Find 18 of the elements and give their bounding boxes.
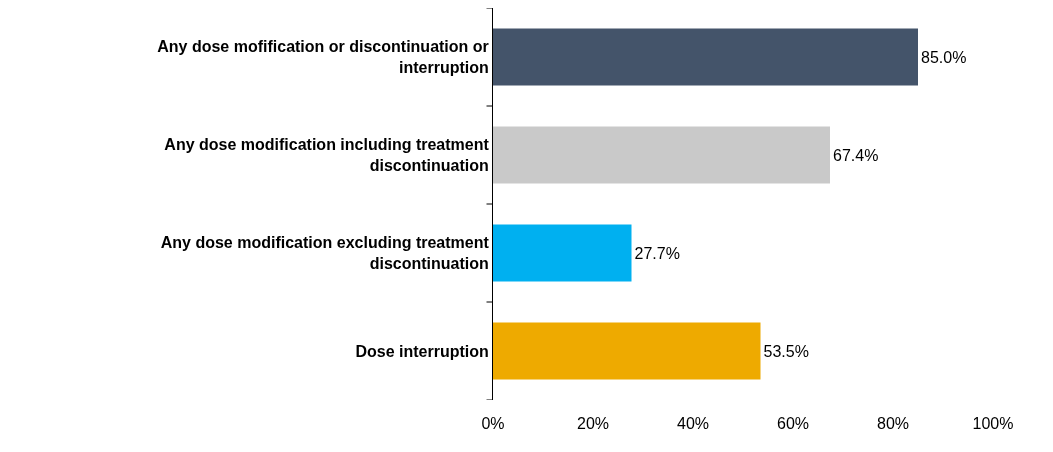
y-tick-label: Any dose mofification or discontinuation or interruption: [157, 38, 489, 76]
data-label: 53.5%: [763, 342, 809, 360]
x-tick-label: 40%: [676, 415, 710, 432]
x-tick-label: 0%: [481, 415, 505, 432]
y-tick-label: Any dose modification excluding treatment discontinuation: [160, 234, 490, 272]
y-tick-label: Dose interruption: [355, 342, 489, 360]
data-label: 27.7%: [634, 244, 680, 262]
y-tick-label: Any dose modification including treatment discontinuation: [164, 136, 490, 174]
x-tick-label: 60%: [776, 415, 810, 432]
x-tick-label: 100%: [972, 415, 1014, 432]
bar: [493, 224, 632, 282]
data-label: 85.0%: [921, 48, 967, 66]
bar: [493, 126, 830, 184]
data-label: 67.4%: [833, 146, 879, 164]
x-tick-label: 20%: [576, 415, 610, 432]
x-tick-label: 80%: [876, 415, 910, 432]
bar: [493, 28, 918, 86]
bar: [493, 322, 761, 380]
